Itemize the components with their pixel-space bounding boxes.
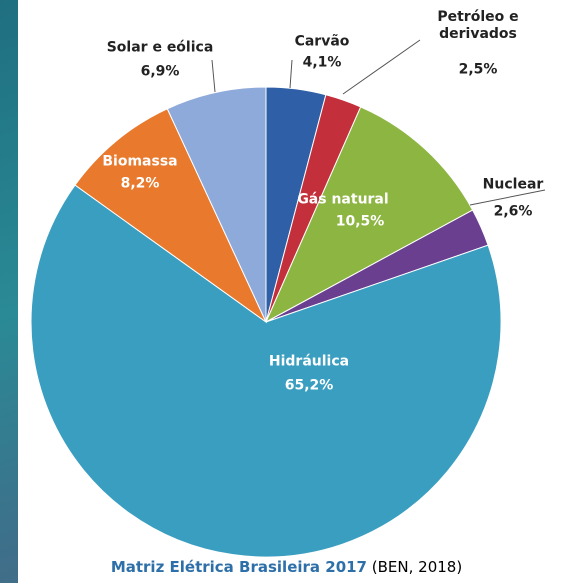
value-label: 2,6% <box>494 204 533 221</box>
source: (BEN, 2018) <box>372 558 462 576</box>
value-label: 8,2% <box>121 176 160 193</box>
chart-title: Matriz Elétrica Brasileira 2017 <box>111 558 367 576</box>
value-label: 10,5% <box>336 214 385 231</box>
value-label: 6,9% <box>141 64 180 81</box>
slice-label: Carvão <box>282 34 362 51</box>
value-label: 4,1% <box>303 55 342 72</box>
leader-line <box>290 60 292 88</box>
value-label: 65,2% <box>285 378 334 395</box>
slice-label: Nuclear <box>473 177 553 194</box>
caption: Matriz Elétrica Brasileira 2017 (BEN, 20… <box>0 558 573 576</box>
slice-label: Gás natural <box>283 192 403 209</box>
slice-label: Petróleo e derivados <box>423 9 533 43</box>
value-label: 2,5% <box>459 62 498 79</box>
chart <box>0 0 573 583</box>
leader-line <box>212 60 215 92</box>
slice-label: Hidráulica <box>249 354 369 371</box>
slice-label: Biomassa <box>90 154 190 171</box>
page: Matriz Elétrica Brasileira 2017 (BEN, 20… <box>0 0 573 583</box>
slice-label: Solar e eólica <box>90 40 230 57</box>
